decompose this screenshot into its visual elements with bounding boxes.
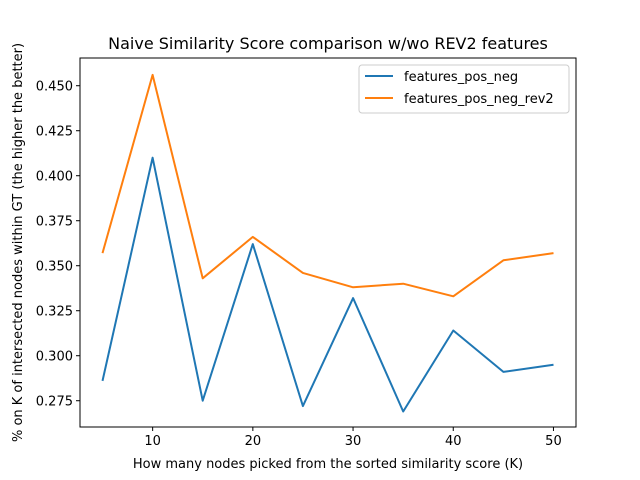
y-tick-label: 0.450 (36, 80, 73, 95)
x-tick-label: 10 (144, 434, 161, 449)
y-tick-label: 0.325 (36, 305, 73, 320)
y-tick-label: 0.400 (36, 170, 73, 185)
y-axis-label: % on K of intersected nodes within GT (t… (11, 43, 26, 442)
y-tick-label: 0.350 (36, 260, 73, 275)
series-line-features-pos-neg (101, 156, 554, 413)
series-line-features-pos-neg-rev2 (101, 73, 554, 298)
legend-label-features-pos-neg: features_pos_neg (404, 70, 518, 85)
y-tick-label: 0.425 (36, 125, 73, 140)
legend-box (358, 64, 570, 114)
x-tick-label: 50 (545, 434, 562, 449)
y-axis: 0.275 0.300 0.325 0.350 0.375 0.400 0.425 0.450 (36, 80, 80, 410)
y-tick-label: 0.275 (36, 395, 73, 410)
legend-label-features-pos-neg-rev2: features_pos_neg_rev2 (404, 92, 554, 107)
y-tick-label: 0.300 (36, 350, 73, 365)
x-axis-label: How many nodes picked from the sorted si… (133, 457, 523, 472)
plot-area-frame (79, 57, 577, 428)
x-tick-label: 30 (345, 434, 362, 449)
x-tick-label: 20 (245, 434, 262, 449)
plot-lines (101, 73, 554, 413)
x-axis: 10 20 30 40 50 (144, 427, 562, 449)
legend: features_pos_neg features_pos_neg_rev2 (358, 64, 570, 114)
chart-title: Naive Similarity Score comparison w/wo R… (108, 34, 548, 53)
y-tick-label: 0.375 (36, 215, 73, 230)
x-tick-label: 40 (445, 434, 462, 449)
